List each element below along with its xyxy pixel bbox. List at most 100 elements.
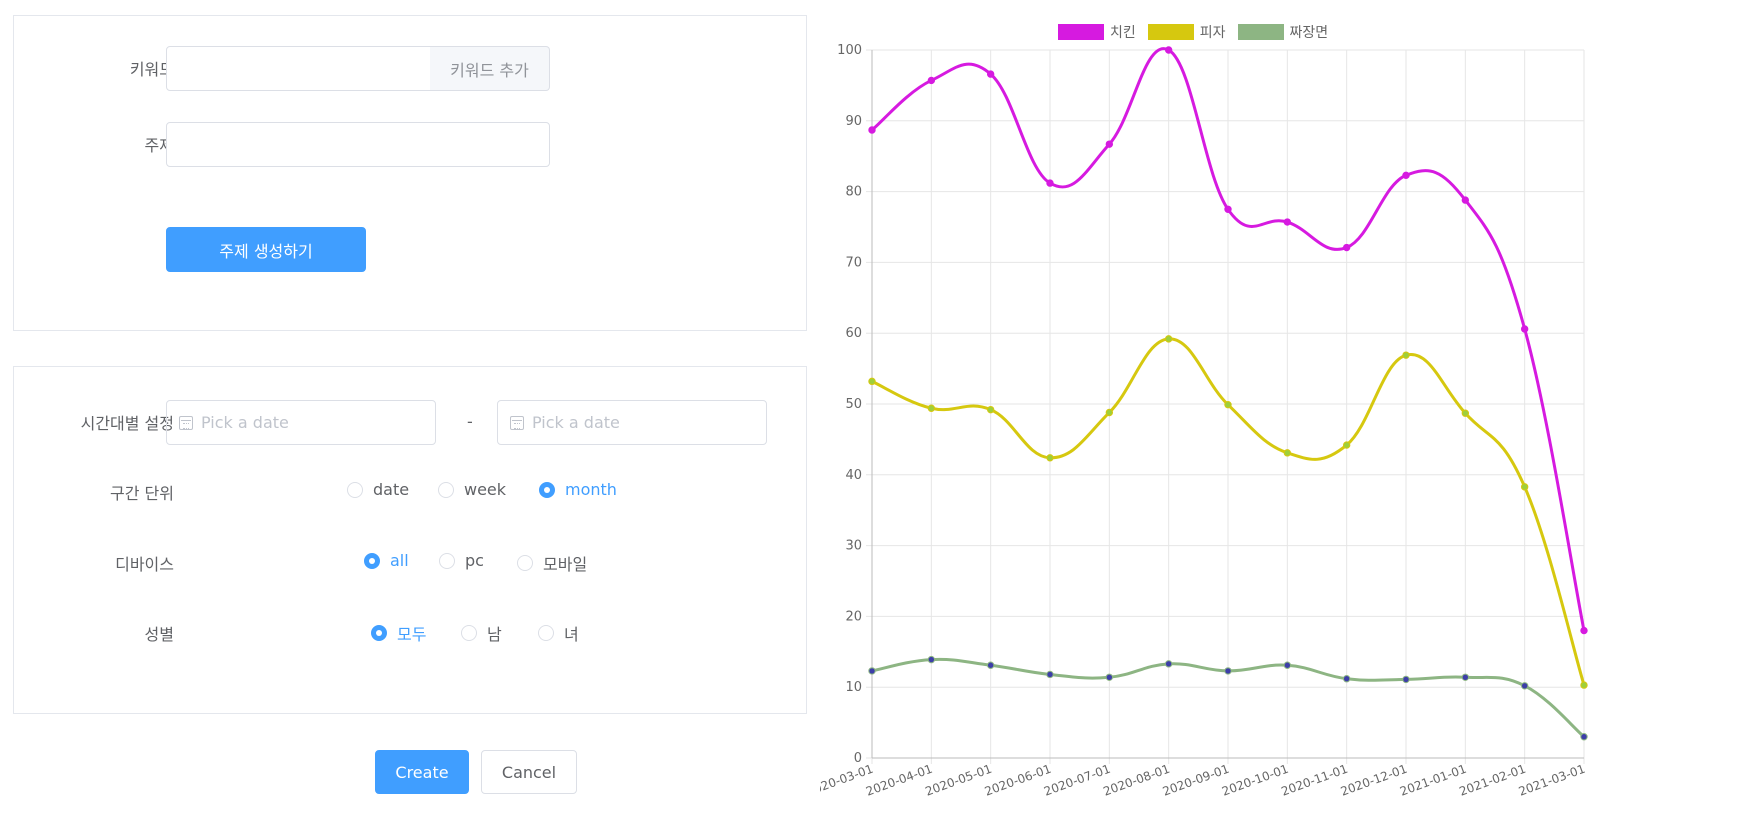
data-point (986, 661, 995, 669)
data-point (927, 76, 936, 85)
legend-label: 짜장면 (1289, 25, 1329, 41)
data-point (927, 655, 936, 664)
y-tick-label: 10 (845, 680, 862, 695)
device-radio-mobile[interactable]: 모바일 (517, 551, 587, 575)
gender-radio-female[interactable]: 녀 (538, 621, 579, 645)
calendar-icon (510, 415, 524, 430)
radio-circle[interactable] (461, 625, 477, 641)
end-date-placeholder: Pick a date (532, 413, 620, 432)
data-point (868, 377, 876, 386)
device-radio-pc[interactable]: pc (439, 551, 484, 570)
y-tick-label: 40 (845, 468, 862, 483)
gender-radio-male[interactable]: 남 (461, 621, 502, 645)
data-point (1164, 335, 1173, 343)
topic-input[interactable] (166, 122, 550, 167)
radio-circle[interactable] (538, 625, 554, 641)
create-button[interactable]: Create (375, 750, 469, 794)
data-point (1461, 196, 1470, 204)
legend-item[interactable]: 치킨 (1058, 22, 1136, 42)
legend-label: 치킨 (1110, 25, 1136, 41)
chart-legend: 치킨 피자 짜장면 (1058, 22, 1334, 42)
radio-circle[interactable] (347, 481, 363, 498)
x-tick-label: 2020-10-01 (1220, 762, 1290, 799)
radio-label: month (565, 480, 617, 499)
data-point (986, 405, 995, 414)
data-point (1283, 661, 1292, 669)
data-point (1342, 243, 1351, 252)
data-point (868, 126, 876, 134)
topic-form-card: 키워드 키워드 추가 주제 주제 생성하기 (13, 15, 807, 331)
x-tick-label: 2021-01-01 (1398, 762, 1468, 799)
data-point (868, 667, 876, 675)
interval-radio-week[interactable]: week (438, 480, 506, 499)
series-line-1 (871, 47, 1586, 631)
keyword-label: 키워드 (129, 60, 174, 79)
x-tick-label: 2020-08-01 (1101, 762, 1171, 799)
radio-label: week (464, 480, 507, 499)
legend-item[interactable]: 짜장면 (1237, 22, 1329, 42)
create-topic-button[interactable]: 주제 생성하기 (166, 227, 366, 272)
legend-label: 피자 (1199, 25, 1226, 41)
radio-circle[interactable] (439, 552, 455, 569)
interval-label: 구간 단위 (110, 484, 174, 503)
y-tick-label: 70 (845, 255, 862, 270)
y-tick-label: 100 (837, 43, 862, 58)
data-point (1520, 682, 1529, 690)
date-separator: - (467, 412, 473, 431)
data-point (1580, 626, 1588, 635)
x-tick-label: 2020-07-01 (1042, 762, 1112, 799)
y-tick-label: 90 (845, 114, 862, 129)
data-point (1046, 454, 1054, 462)
y-tick-label: 30 (845, 539, 862, 554)
x-tick-label: 2021-02-01 (1457, 762, 1527, 799)
start-date-picker[interactable]: Pick a date (166, 400, 436, 445)
radio-label: 모바일 (543, 555, 588, 574)
device-radio-all[interactable]: all (364, 551, 409, 570)
data-point (1105, 408, 1114, 417)
gender-radio-all[interactable]: 모두 (371, 621, 426, 645)
data-point (1342, 441, 1351, 449)
radio-circle[interactable] (438, 481, 454, 498)
device-label: 디바이스 (115, 555, 174, 574)
data-point (1402, 351, 1410, 359)
legend-item[interactable]: 피자 (1147, 22, 1226, 42)
radio-label: 녀 (564, 625, 579, 644)
end-date-picker[interactable]: Pick a date (497, 400, 767, 445)
period-label: 시간대별 설정 (80, 414, 174, 433)
radio-label: 모두 (397, 625, 427, 644)
keyword-input[interactable] (166, 46, 432, 91)
legend-swatch (1147, 24, 1194, 40)
radio-circle[interactable] (517, 555, 533, 571)
data-point (1520, 483, 1529, 491)
data-point (1224, 401, 1232, 409)
x-tick-label: 2020-12-01 (1339, 762, 1409, 799)
x-tick-label: 2020-04-01 (864, 762, 934, 799)
cancel-button[interactable]: Cancel (481, 750, 577, 794)
settings-form-card: 시간대별 설정 Pick a date - Pick a date 구간 단위 … (13, 366, 807, 714)
data-point (1402, 171, 1410, 180)
legend-swatch (1237, 24, 1284, 40)
data-point (1402, 675, 1410, 684)
data-point (1580, 681, 1588, 689)
interval-radio-date[interactable]: date (347, 480, 409, 499)
radio-circle[interactable] (371, 625, 387, 641)
calendar-icon (179, 415, 193, 430)
data-point (1520, 325, 1529, 333)
data-point (1105, 673, 1114, 681)
gender-label: 성별 (144, 625, 174, 644)
radio-circle[interactable] (539, 481, 555, 498)
add-keyword-button[interactable]: 키워드 추가 (430, 46, 550, 91)
x-tick-label: 2020-11-01 (1279, 762, 1349, 799)
interval-radio-month[interactable]: month (539, 480, 617, 499)
radio-circle[interactable] (364, 552, 380, 569)
data-point (1224, 205, 1232, 214)
data-point (1105, 140, 1114, 148)
data-point (1283, 218, 1292, 226)
data-point (1342, 675, 1351, 683)
radio-label: pc (465, 551, 484, 570)
x-tick-label: 2020-09-01 (1161, 762, 1231, 799)
data-point (1461, 409, 1470, 417)
data-point (1164, 46, 1173, 54)
line-chart: 01020304050607080901002020-03-012020-04-… (820, 43, 1588, 799)
topic-label: 주제 (144, 136, 174, 155)
